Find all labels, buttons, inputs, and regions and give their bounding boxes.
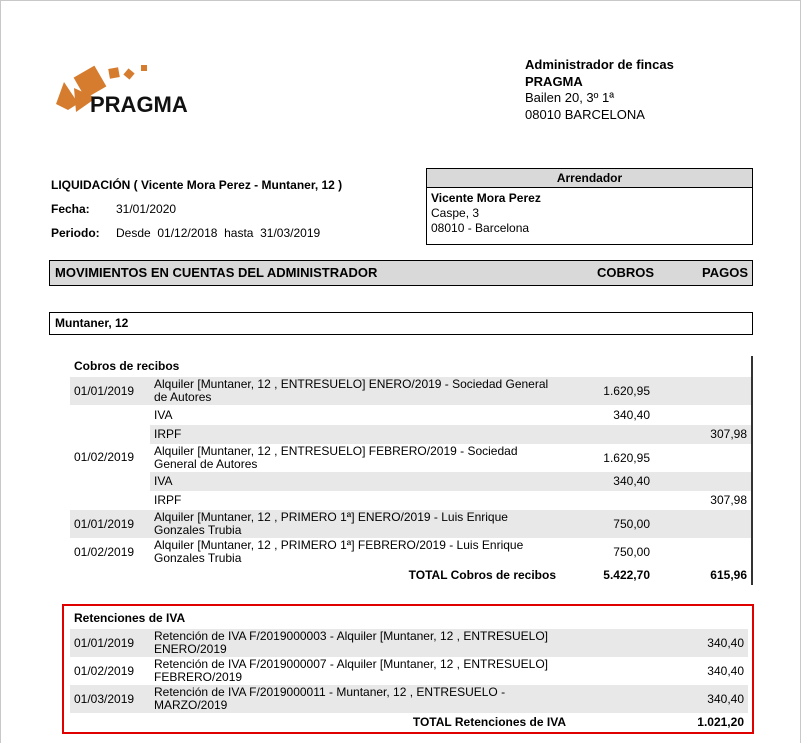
row-pago <box>654 510 751 538</box>
table-row: Alquiler [Muntaner, 12 , ENTRESUELO] FEB… <box>70 444 751 472</box>
row-cobro: 750,00 <box>613 544 650 559</box>
row-description: IRPF <box>150 425 560 444</box>
table-row: 01/02/2019 IVA 340,40 <box>70 405 751 510</box>
row-pago: 307,98 <box>654 425 751 444</box>
row-cobro: 750,00 <box>560 510 654 538</box>
svg-text:PRAGMA: PRAGMA <box>90 92 188 117</box>
row-pago <box>654 472 751 491</box>
row-date: 01/01/2019 <box>70 510 150 538</box>
row-description: Retención de IVA F/2019000007 - Alquiler… <box>154 657 549 684</box>
pragma-logo: PRAGMA <box>56 60 211 121</box>
row-pago: 340,40 <box>707 663 744 678</box>
arrendador-box: Arrendador Vicente Mora Perez Caspe, 3 0… <box>426 168 753 245</box>
arrendador-street: Caspe, 3 <box>431 206 480 220</box>
table-row: IRPF 307,98 <box>70 425 751 444</box>
row-description: IVA <box>150 472 560 491</box>
cobros-table: 01/01/2019 Alquiler [Muntaner, 12 , ENTRE… <box>70 377 751 585</box>
row-cobro: 340,40 <box>560 472 654 491</box>
desde-label: Desde <box>116 226 151 240</box>
arrendador-city: 08010 - Barcelona <box>431 221 530 235</box>
total-retenciones: 1.021,20 <box>697 715 744 729</box>
total-row: TOTAL Retenciones de IVA 1.021,20 <box>70 713 748 732</box>
row-description: Retención de IVA F/2019000011 - Muntaner… <box>150 685 570 713</box>
company-title: Administrador de fincas <box>525 57 674 72</box>
total-label: TOTAL Cobros de recibos <box>408 568 556 582</box>
retenciones-section: Retenciones de IVA 01/01/2019 Retención d… <box>62 604 754 734</box>
row-date: 01/03/2019 <box>70 685 150 713</box>
pagos-column-header: PAGOS <box>702 265 748 280</box>
row-date: 01/02/2019 <box>74 663 135 678</box>
company-address: Bailen 20, 3º 1ª <box>525 90 615 105</box>
hasta-value: 31/03/2019 <box>260 226 321 240</box>
total-cobros: 5.422,70 <box>603 568 650 582</box>
liquidacion-info: LIQUIDACIÓN ( Vicente Mora Perez - Munta… <box>51 173 342 245</box>
table-row: 01/03/2019 Retención de IVA F/2019000011 … <box>70 685 748 713</box>
table-row: 01/02/2019 Retención de IVA F/2019000007 … <box>70 657 748 685</box>
total-row: TOTAL Cobros de recibos 5.422,70 615,96 <box>70 566 751 585</box>
table-row: 01/01/2019 Retención de IVA F/2019000003 … <box>70 629 748 657</box>
row-date: 01/02/2019 <box>74 544 135 559</box>
fecha-label: Fecha: <box>51 202 90 216</box>
hasta-label: hasta <box>224 226 254 240</box>
retenciones-title: Retenciones de IVA <box>74 611 186 625</box>
row-cobro: 1.620,95 <box>560 377 654 405</box>
movimientos-header: MOVIMIENTOS EN CUENTAS DEL ADMINISTRADOR… <box>49 260 753 286</box>
table-row: IRPF 307,98 <box>70 491 751 510</box>
row-cobro: 1.620,95 <box>603 450 650 465</box>
cobros-section: Cobros de recibos 01/01/2019 Alquiler [Mu… <box>70 356 753 585</box>
company-header: Administrador de fincas PRAGMA Bailen 20… <box>525 57 674 123</box>
row-pago <box>654 538 751 566</box>
cobros-title: Cobros de recibos <box>74 359 180 373</box>
row-pago: 340,40 <box>592 629 748 657</box>
total-pagos: 615,96 <box>710 568 747 582</box>
row-pago <box>654 377 751 405</box>
table-row: IVA 340,40 <box>70 472 751 491</box>
table-row: 01/02/2019 Alquiler [Muntaner, 12 , PRIME… <box>70 538 751 566</box>
row-description: IRPF <box>154 493 182 507</box>
row-description: Retención de IVA F/2019000003 - Alquiler… <box>150 629 570 657</box>
row-pago: 340,40 <box>592 685 748 713</box>
table-row: 01/01/2019 Alquiler [Muntaner, 12 , ENTRE… <box>70 377 751 405</box>
row-description: Alquiler [Muntaner, 12 , PRIMERO 1ª] FEB… <box>154 538 524 565</box>
property-header: Muntaner, 12 <box>49 312 753 335</box>
row-date: 01/02/2019 <box>70 405 150 510</box>
company-name: PRAGMA <box>525 73 583 89</box>
arrendador-header: Arrendador <box>427 169 752 188</box>
table-row: 01/01/2019 Alquiler [Muntaner, 12 , PRIME… <box>70 510 751 538</box>
row-cobro <box>560 491 654 510</box>
row-description: Alquiler [Muntaner, 12 , PRIMERO 1ª] ENE… <box>150 510 560 538</box>
liquidacion-title: LIQUIDACIÓN ( Vicente Mora Perez - Munta… <box>51 178 343 192</box>
row-pago: 307,98 <box>710 493 747 507</box>
row-pago <box>654 444 751 472</box>
row-description: IVA <box>154 407 173 422</box>
cobros-column-header: COBROS <box>596 265 654 280</box>
fecha-value: 31/01/2020 <box>116 202 177 216</box>
row-date: 01/01/2019 <box>70 629 150 657</box>
row-cobro <box>560 425 654 444</box>
movimientos-title: MOVIMIENTOS EN CUENTAS DEL ADMINISTRADOR <box>55 265 378 280</box>
row-pago <box>654 405 751 425</box>
row-description: Alquiler [Muntaner, 12 , ENTRESUELO] FEB… <box>154 444 518 471</box>
total-label: TOTAL Retenciones de IVA <box>412 715 566 729</box>
periodo-label: Periodo: <box>51 226 100 240</box>
desde-value: 01/12/2018 <box>157 226 218 240</box>
company-city: 08010 BARCELONA <box>525 106 645 122</box>
row-description: Alquiler [Muntaner, 12 , ENTRESUELO] ENE… <box>150 377 560 405</box>
row-cobro: 340,40 <box>613 407 650 422</box>
row-date: 01/01/2019 <box>70 377 150 405</box>
retenciones-table: 01/01/2019 Retención de IVA F/2019000003 … <box>70 629 748 732</box>
arrendador-name: Vicente Mora Perez <box>431 191 541 205</box>
